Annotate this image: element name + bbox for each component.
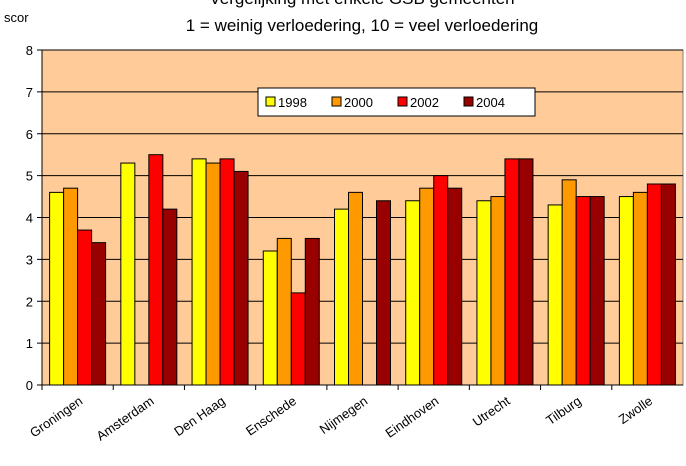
legend-label: 2000 <box>344 95 373 110</box>
bar <box>575 196 591 386</box>
bar <box>162 208 178 386</box>
y-tick-label: 3 <box>26 252 33 267</box>
bar <box>561 179 577 386</box>
y-tick-label: 6 <box>26 127 33 142</box>
bar <box>646 183 662 386</box>
bar <box>660 183 676 386</box>
y-tick-label: 8 <box>26 43 33 58</box>
bar <box>77 229 93 386</box>
x-tick-label: Den Haag <box>171 393 228 439</box>
y-tick-label: 0 <box>26 378 33 393</box>
legend-swatch <box>331 96 342 107</box>
bar <box>376 200 391 386</box>
x-tick-label: Enschede <box>243 393 299 438</box>
bar <box>547 204 563 386</box>
chart-title: Vergelijking met enkele GSB gemeenten <box>209 0 514 8</box>
legend-label: 2002 <box>410 95 439 110</box>
legend-label: 2004 <box>476 95 505 110</box>
bar <box>589 196 605 386</box>
bar <box>419 187 435 386</box>
bar <box>476 200 492 386</box>
x-tick-label: Eindhoven <box>382 393 441 441</box>
bar <box>290 292 306 386</box>
x-tick-label: Groningen <box>27 393 85 440</box>
bar <box>148 154 164 386</box>
bar <box>304 237 320 386</box>
chart-subtitle: 1 = weinig verloedering, 10 = veel verlo… <box>186 16 539 35</box>
bar <box>504 158 520 386</box>
legend-swatch <box>265 96 276 107</box>
y-tick-label: 1 <box>26 336 33 351</box>
bar <box>233 170 249 386</box>
y-axis-label: scor <box>4 10 29 25</box>
bar <box>518 158 534 386</box>
bar <box>334 208 349 386</box>
y-tick-label: 4 <box>26 211 33 226</box>
bar <box>63 187 79 386</box>
bar <box>632 191 648 386</box>
legend: 1998 2000 2002 2004 <box>257 87 536 117</box>
bar <box>262 250 278 386</box>
bar <box>120 162 136 386</box>
bar <box>276 237 292 386</box>
legend-swatch <box>463 96 474 107</box>
legend-swatch <box>397 96 408 107</box>
x-tick-label: Zwolle <box>616 393 655 427</box>
bar <box>91 242 107 386</box>
bar <box>490 196 506 386</box>
y-tick-label: 7 <box>26 85 33 100</box>
legend-box <box>257 87 536 117</box>
x-tick-label: Tilburg <box>543 393 584 428</box>
y-tick-label: 5 <box>26 169 33 184</box>
bar <box>219 158 235 386</box>
bar <box>618 196 634 386</box>
bar <box>447 187 463 386</box>
x-tick-label: Nijmegen <box>317 393 371 437</box>
legend-label: 1998 <box>278 95 307 110</box>
bar <box>191 158 207 386</box>
y-tick-label: 2 <box>26 294 33 309</box>
x-tick-label: Utrecht <box>470 393 513 430</box>
bar <box>405 200 421 386</box>
bar <box>49 191 65 386</box>
bar <box>348 191 363 386</box>
bar <box>433 175 449 386</box>
x-tick-label: Amsterdam <box>94 393 157 443</box>
bar <box>205 162 221 386</box>
